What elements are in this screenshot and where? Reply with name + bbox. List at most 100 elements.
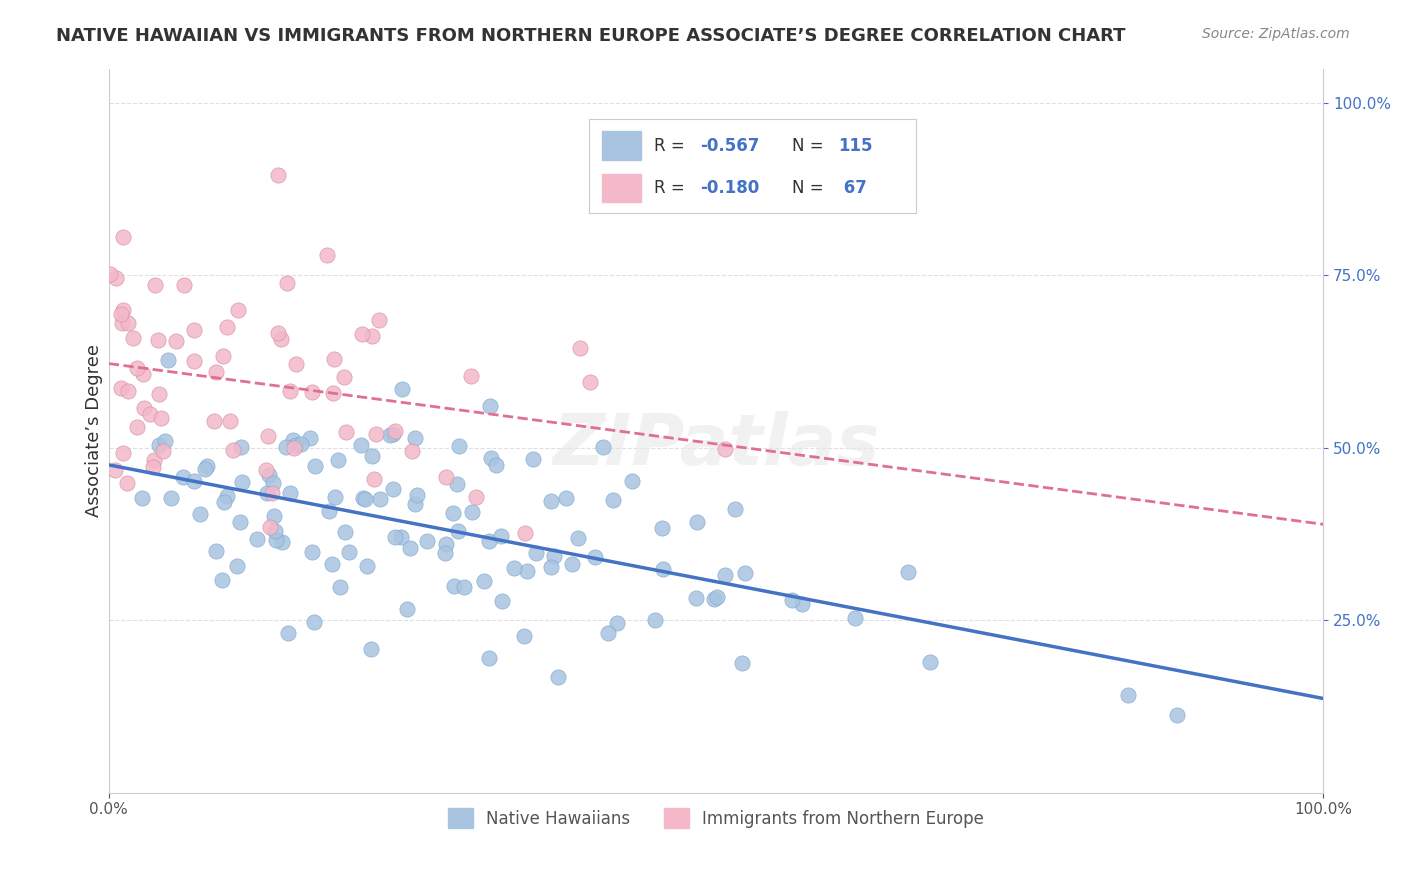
Point: [315, 248, 337, 262]
Point: [356, 559, 378, 574]
Point: [188, 508, 211, 522]
Point: [277, 625, 299, 640]
Point: [246, 533, 269, 547]
Point: [368, 313, 391, 327]
Point: [218, 414, 240, 428]
Point: [276, 276, 298, 290]
Point: [318, 504, 340, 518]
Point: [122, 331, 145, 345]
Point: [644, 613, 666, 627]
Point: [212, 349, 235, 363]
Point: [205, 365, 228, 379]
Point: [323, 491, 346, 505]
Point: [148, 334, 170, 348]
Point: [378, 428, 401, 442]
Point: [195, 458, 218, 473]
Point: [522, 451, 544, 466]
Point: [143, 453, 166, 467]
Point: [433, 546, 456, 560]
Point: [183, 323, 205, 337]
Point: [685, 515, 707, 529]
Point: [391, 382, 413, 396]
Point: [257, 467, 280, 482]
Point: [446, 476, 468, 491]
Point: [404, 431, 426, 445]
Point: [479, 450, 502, 465]
Point: [302, 615, 325, 629]
Point: [651, 521, 673, 535]
Point: [222, 442, 245, 457]
Point: [724, 502, 747, 516]
Point: [596, 626, 619, 640]
Point: [364, 427, 387, 442]
Point: [290, 437, 312, 451]
Point: [731, 656, 754, 670]
Point: [502, 561, 524, 575]
Point: [706, 591, 728, 605]
Point: [254, 462, 277, 476]
Point: [918, 655, 941, 669]
Point: [262, 486, 284, 500]
Point: [714, 567, 737, 582]
Point: [202, 414, 225, 428]
Point: [406, 487, 429, 501]
Point: [384, 531, 406, 545]
Point: [368, 492, 391, 507]
Point: [115, 476, 138, 491]
Point: [401, 444, 423, 458]
Point: [620, 474, 643, 488]
Point: [231, 440, 253, 454]
Point: [304, 459, 326, 474]
Point: [204, 543, 226, 558]
Point: [321, 558, 343, 572]
Point: [592, 440, 614, 454]
Point: [441, 506, 464, 520]
Point: [267, 169, 290, 183]
Point: [443, 580, 465, 594]
Point: [165, 334, 187, 348]
Point: [103, 463, 125, 477]
Point: [110, 307, 132, 321]
Point: [477, 651, 499, 665]
Point: [271, 534, 294, 549]
Point: [333, 525, 356, 540]
Point: [416, 533, 439, 548]
Text: ZIPatlas: ZIPatlas: [553, 410, 880, 480]
Point: [104, 271, 127, 285]
Point: [301, 545, 323, 559]
Point: [145, 277, 167, 292]
Point: [329, 580, 352, 594]
Point: [396, 602, 419, 616]
Point: [569, 341, 592, 355]
Point: [278, 486, 301, 500]
Point: [231, 475, 253, 489]
Point: [389, 530, 412, 544]
Point: [447, 438, 470, 452]
Point: [127, 420, 149, 434]
Point: [264, 533, 287, 547]
Point: [337, 545, 360, 559]
Point: [148, 387, 170, 401]
Point: [714, 442, 737, 457]
Point: [117, 384, 139, 398]
Point: [110, 316, 132, 330]
Point: [434, 470, 457, 484]
Point: [350, 326, 373, 341]
Point: [780, 593, 803, 607]
Text: Source: ZipAtlas.com: Source: ZipAtlas.com: [1202, 27, 1350, 41]
Point: [606, 616, 628, 631]
Point: [478, 534, 501, 549]
Point: [352, 491, 374, 505]
Point: [256, 486, 278, 500]
Point: [685, 591, 707, 605]
Point: [1166, 707, 1188, 722]
Text: NATIVE HAWAIIAN VS IMMIGRANTS FROM NORTHERN EUROPE ASSOCIATE’S DEGREE CORRELATIO: NATIVE HAWAIIAN VS IMMIGRANTS FROM NORTH…: [56, 27, 1126, 45]
Point: [326, 453, 349, 467]
Point: [215, 489, 238, 503]
Point: [229, 515, 252, 529]
Point: [360, 449, 382, 463]
Point: [285, 357, 308, 371]
Point: [434, 537, 457, 551]
Point: [112, 302, 135, 317]
Point: [148, 438, 170, 452]
